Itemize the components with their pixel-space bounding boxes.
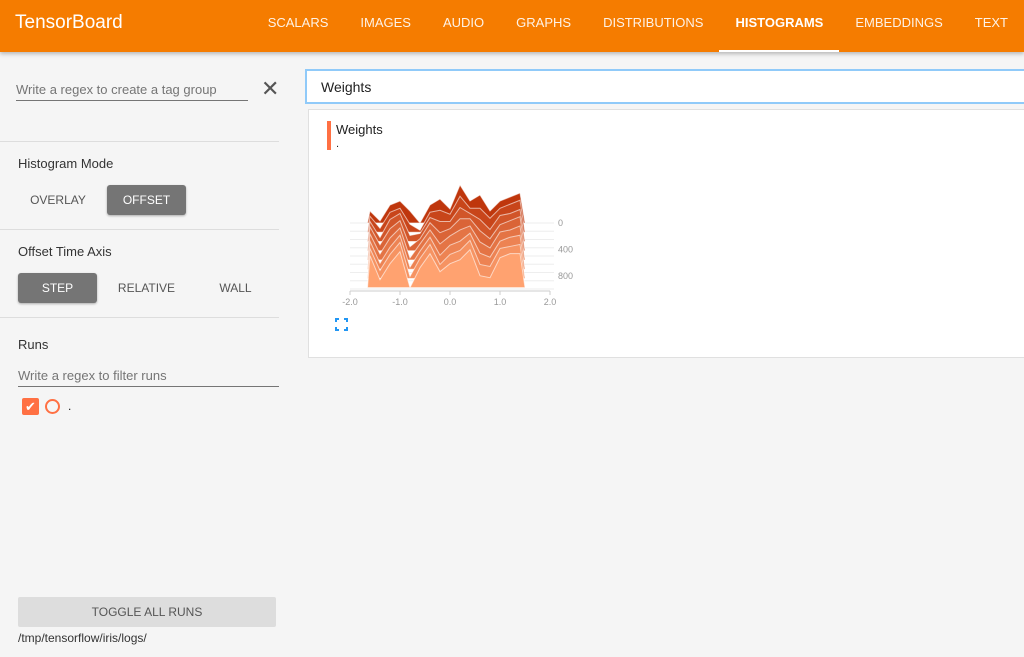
divider xyxy=(0,229,279,230)
x-tick-label: 2.0 xyxy=(544,297,557,307)
tab-audio[interactable]: AUDIO xyxy=(442,15,485,30)
histogram-mode-label: Histogram Mode xyxy=(18,156,114,171)
tab-embeddings[interactable]: EMBEDDINGS xyxy=(855,15,943,30)
tab-distributions[interactable]: DISTRIBUTIONS xyxy=(603,15,704,30)
app-title: TensorBoard xyxy=(15,12,123,33)
step-button[interactable]: STEP xyxy=(18,273,97,303)
tag-filter-input[interactable]: Weights xyxy=(305,69,1024,104)
histogram-slice xyxy=(366,195,526,233)
card-run: . xyxy=(336,138,340,150)
toggle-all-runs-button[interactable]: TOGGLE ALL RUNS xyxy=(18,597,276,627)
tag-group-input[interactable]: Write a regex to create a tag group xyxy=(16,82,248,101)
y-tick-label: 800 xyxy=(558,271,573,281)
y-tick-label: 0 xyxy=(558,218,563,228)
expand-icon[interactable] xyxy=(335,318,348,331)
histogram-slice xyxy=(366,239,526,279)
check-icon: ✔ xyxy=(25,399,36,414)
card-title: Weights xyxy=(336,122,383,137)
top-app-bar: TensorBoard SCALARS IMAGES AUDIO GRAPHS DIST… xyxy=(0,0,1024,52)
run-name: . xyxy=(68,399,72,413)
dashboard-tabs: SCALARS IMAGES AUDIO GRAPHS DISTRIBUTIONS HIS… xyxy=(252,0,1024,52)
histogram-card: Weights . -2.0 -1.0 0.0 1.0 2.0 0 400 800 xyxy=(308,109,1024,358)
close-icon[interactable]: ✕ xyxy=(261,76,280,101)
x-tick-label: -1.0 xyxy=(392,297,408,307)
x-tick-label: 1.0 xyxy=(494,297,507,307)
wall-button[interactable]: WALL xyxy=(219,281,252,295)
logdir-path: /tmp/tensorflow/iris/logs/ xyxy=(18,631,147,645)
tab-scalars[interactable]: SCALARS xyxy=(267,15,329,30)
divider xyxy=(0,141,279,142)
run-filter-input[interactable]: Write a regex to filter runs xyxy=(18,368,279,387)
y-tick-label: 400 xyxy=(558,244,573,254)
overlay-button[interactable]: OVERLAY xyxy=(30,193,86,207)
sidebar xyxy=(0,52,280,657)
histogram-slice xyxy=(366,225,526,261)
offset-button[interactable]: OFFSET xyxy=(107,185,186,215)
run-color-bar xyxy=(327,121,331,150)
histogram-slice xyxy=(366,216,526,252)
offset-time-axis-label: Offset Time Axis xyxy=(18,244,112,259)
tab-histograms[interactable]: HISTOGRAMS xyxy=(719,0,840,52)
x-tick-label: 0.0 xyxy=(444,297,457,307)
runs-label: Runs xyxy=(18,337,49,352)
tab-images[interactable]: IMAGES xyxy=(360,15,411,30)
divider xyxy=(0,317,279,318)
run-checkbox[interactable]: ✔ xyxy=(22,398,39,415)
histogram-chart: -2.0 -1.0 0.0 1.0 2.0 0 400 800 xyxy=(342,183,573,307)
histogram-slice xyxy=(366,232,526,270)
relative-button[interactable]: RELATIVE xyxy=(117,281,176,295)
histogram-slice xyxy=(366,206,526,242)
histogram-slice xyxy=(366,248,526,290)
tab-graphs[interactable]: GRAPHS xyxy=(516,15,572,30)
x-tick-label: -2.0 xyxy=(342,297,358,307)
tab-text[interactable]: TEXT xyxy=(974,15,1008,30)
run-color-radio[interactable] xyxy=(45,399,60,414)
